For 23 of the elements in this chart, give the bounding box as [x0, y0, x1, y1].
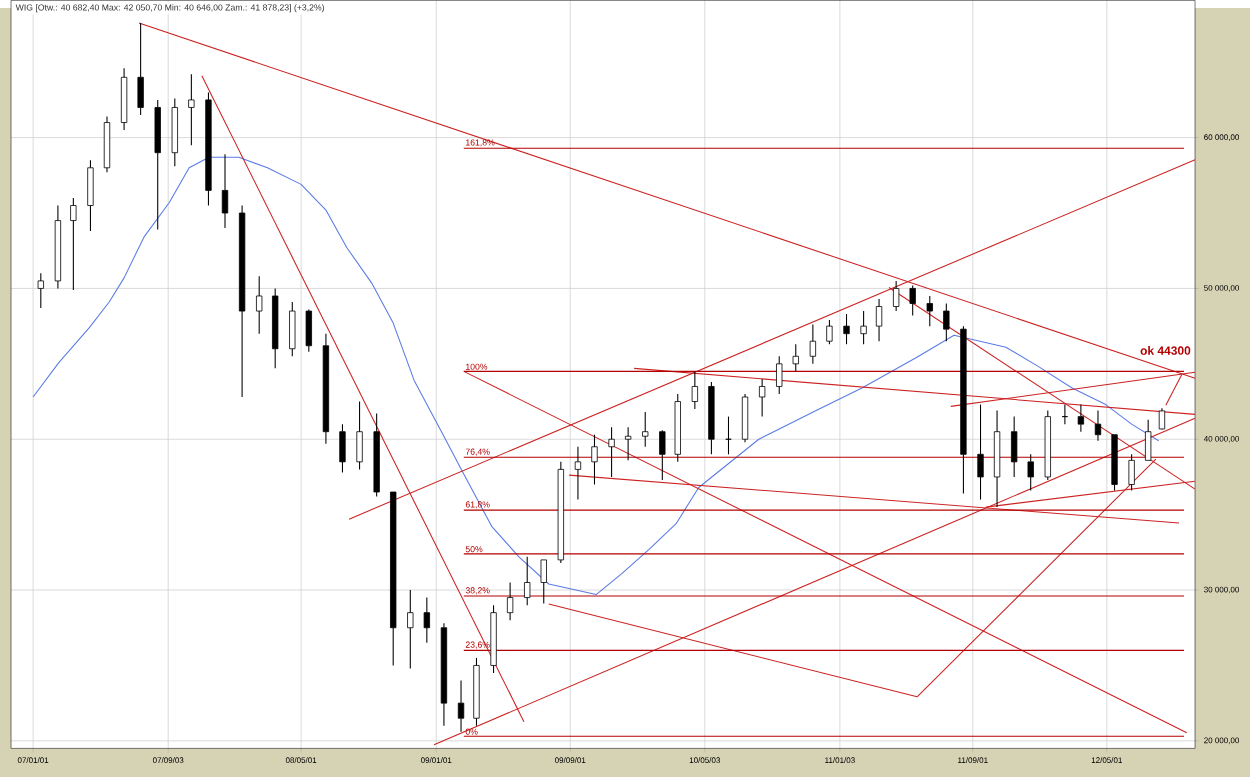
x-tick-label: 11/01/03	[825, 757, 855, 763]
series-label: 61,8%	[465, 501, 490, 509]
y-tick-label: 60 000,00	[1204, 134, 1240, 141]
x-tick-label: 09/09/01	[554, 757, 586, 763]
series-label: 38,2%	[465, 587, 490, 595]
x-tick-label: 07/09/03	[152, 757, 184, 763]
x-tick-label: 08/05/01	[285, 757, 317, 763]
x-tick-label: 09/01/01	[420, 757, 452, 763]
y-tick-label: 40 000,00	[1203, 435, 1240, 443]
y-tick-label: 30 000,00	[1204, 586, 1240, 594]
x-tick-label: 11/09/01	[958, 757, 988, 763]
series-label: 76,4%	[465, 448, 490, 456]
chart-title: WIG [Otw.: 40 682,40 Max: 42 050,70 Min: 40 646,00 Zam.: 41 878,23] (+3,2%)	[15, 4, 324, 13]
y-tick-label: 20 000,00	[1204, 737, 1240, 745]
x-tick-label: 07/01/01	[17, 757, 49, 763]
x-tick-label: 10/05/03	[689, 757, 720, 763]
series-label: 50%	[465, 546, 483, 553]
series-label: 161,8%	[466, 139, 495, 147]
series-label: 0%	[465, 728, 478, 735]
annotation: ok 44300	[1140, 346, 1191, 355]
y-tick-label: 50 000,00	[1204, 285, 1240, 292]
series-label: 100%	[466, 363, 488, 370]
x-tick-label: 12/05/01	[1091, 757, 1122, 763]
